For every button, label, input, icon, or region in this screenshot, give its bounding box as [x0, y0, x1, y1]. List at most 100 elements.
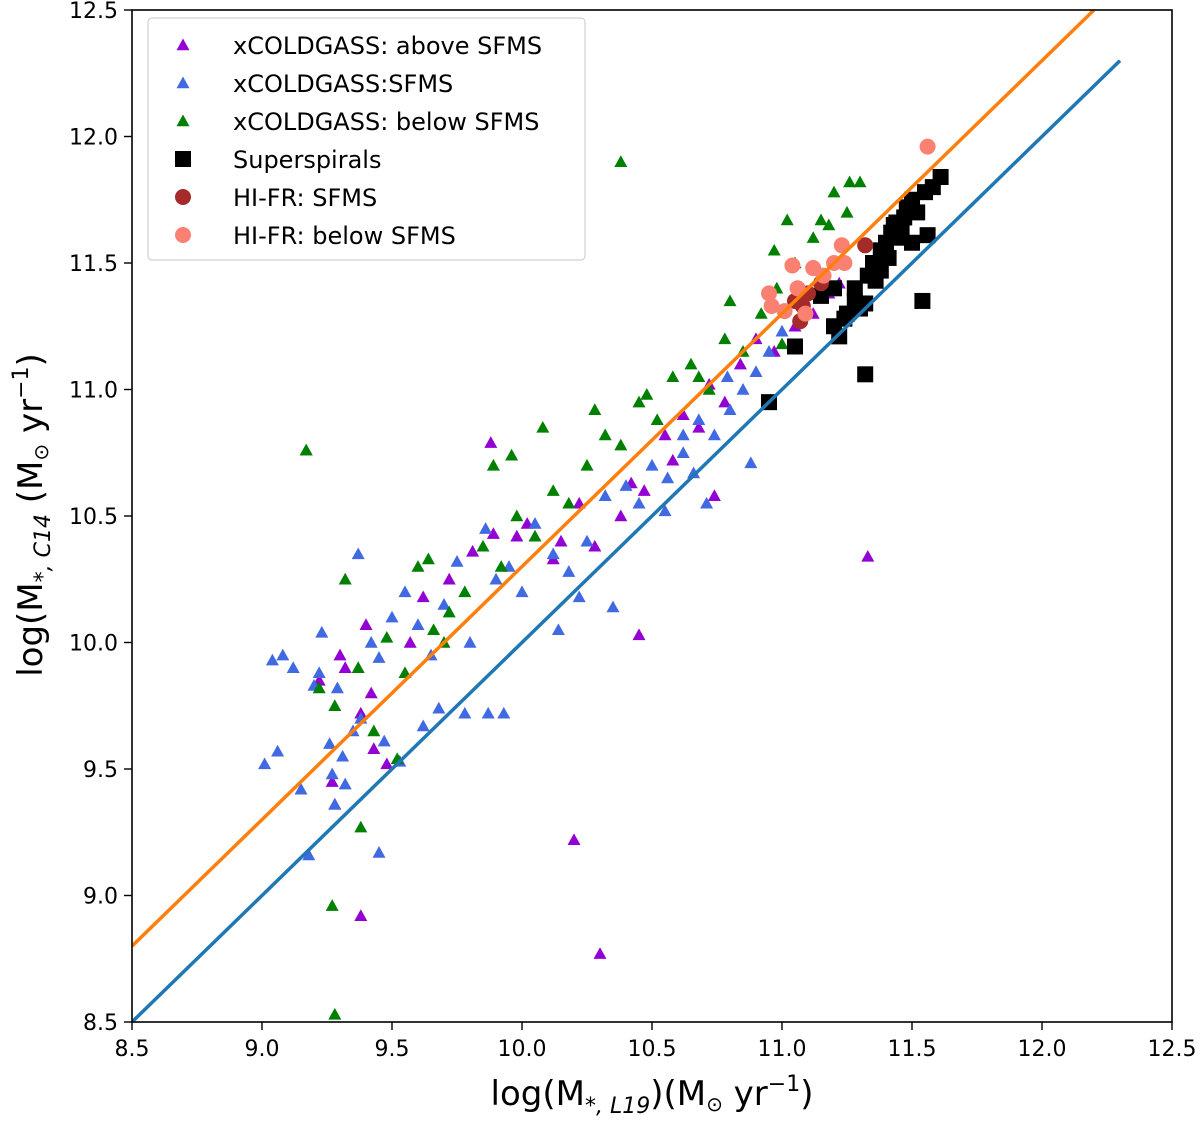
- data-point: [572, 590, 586, 603]
- legend-marker: [175, 151, 191, 167]
- legend-item: xCOLDGASS: below SFMS: [176, 108, 540, 136]
- data-point: [761, 285, 777, 302]
- data-point: [614, 155, 628, 167]
- legend-marker: [176, 38, 190, 51]
- data-point: [328, 1007, 342, 1020]
- data-point: [919, 138, 936, 155]
- data-point: [302, 848, 316, 861]
- data-point: [872, 262, 889, 279]
- data-point: [762, 345, 776, 357]
- data-point: [893, 224, 910, 241]
- data-point: [666, 370, 680, 383]
- data-point: [806, 231, 820, 243]
- data-point: [494, 560, 508, 572]
- data-point: [861, 549, 875, 562]
- data-point: [720, 370, 734, 383]
- legend-item: Superspirals: [175, 146, 381, 174]
- data-point: [846, 280, 863, 297]
- data-point: [377, 734, 391, 747]
- data-point: [723, 403, 737, 415]
- data-point: [598, 489, 612, 501]
- data-point: [650, 413, 664, 426]
- legend-item: xCOLDGASS:SFMS: [176, 70, 453, 98]
- fit-line: [132, 59, 1122, 1022]
- data-point: [588, 403, 602, 415]
- y-tick-label: 11.0: [69, 379, 118, 404]
- data-point: [411, 560, 425, 572]
- data-point: [364, 686, 378, 699]
- legend-item: xCOLDGASS: above SFMS: [176, 32, 542, 60]
- data-point: [843, 175, 857, 188]
- data-point: [497, 706, 511, 719]
- data-point: [458, 706, 472, 719]
- data-point: [271, 744, 285, 757]
- y-axis-label: log(M*, C14 (M⊙ yr−1): [9, 353, 56, 677]
- data-point: [354, 820, 368, 833]
- data-point: [312, 666, 326, 679]
- data-point: [528, 529, 542, 542]
- data-point: [546, 547, 560, 560]
- data-point: [505, 448, 519, 461]
- x-tick-label: 12.0: [1018, 1037, 1067, 1062]
- data-point: [826, 280, 842, 297]
- data-point: [853, 175, 867, 188]
- data-point: [385, 610, 399, 623]
- fit-line: [132, 10, 1096, 948]
- data-point: [718, 395, 732, 408]
- data-point: [658, 504, 672, 517]
- data-point: [336, 749, 350, 762]
- data-point: [416, 719, 430, 732]
- data-point: [767, 243, 781, 256]
- x-tick-label: 9.0: [245, 1037, 280, 1062]
- data-point: [276, 648, 290, 661]
- data-point: [632, 395, 646, 408]
- legend-label: xCOLDGASS: above SFMS: [233, 32, 542, 60]
- data-point: [351, 661, 365, 673]
- y-tick-label: 11.5: [69, 252, 118, 277]
- data-point: [258, 757, 272, 770]
- x-tick-label: 12.5: [1148, 1037, 1197, 1062]
- data-point: [551, 623, 565, 636]
- data-point: [593, 947, 607, 959]
- data-point: [463, 636, 477, 648]
- x-tick-label: 11.5: [888, 1037, 937, 1062]
- data-point: [442, 605, 456, 618]
- data-point: [510, 529, 524, 542]
- tick-layer: 8.5 9.0 9.5 10.0 10.5 11.0 11.5 12.0 12.5 8.5 9.0 9…: [69, 0, 1196, 1062]
- data-point: [442, 572, 456, 585]
- legend-item: HI-FR: below SFMS: [175, 222, 456, 250]
- data-point: [299, 443, 313, 456]
- data-point: [919, 227, 936, 244]
- legend-label: HI-FR: below SFMS: [233, 222, 456, 250]
- legend-marker: [176, 114, 190, 127]
- x-tick-label: 10.5: [628, 1037, 677, 1062]
- data-point: [606, 600, 620, 613]
- data-point: [614, 438, 628, 451]
- data-point: [562, 496, 576, 509]
- data-point: [546, 484, 560, 496]
- data-point: [338, 661, 352, 673]
- data-point: [325, 775, 339, 787]
- data-point: [479, 522, 493, 534]
- data-point: [398, 585, 412, 598]
- data-point: [598, 428, 612, 441]
- data-point: [784, 257, 801, 274]
- data-point: [857, 295, 874, 312]
- data-point: [676, 428, 690, 441]
- legend-marker: [176, 76, 190, 89]
- data-point: [372, 651, 386, 663]
- data-point: [515, 585, 529, 598]
- x-tick-label: 10.0: [498, 1037, 547, 1062]
- data-point: [325, 767, 339, 780]
- data-point: [411, 618, 425, 630]
- data-point: [432, 701, 446, 714]
- data-point: [754, 307, 768, 319]
- data-point: [286, 661, 300, 673]
- data-point: [775, 337, 789, 350]
- data-point: [333, 648, 347, 661]
- data-point: [749, 365, 763, 377]
- data-point: [351, 547, 365, 560]
- legend: xCOLDGASS: above SFMS xCOLDGASS:SFMS xCOLD…: [147, 17, 586, 261]
- data-point: [338, 572, 352, 585]
- data-point: [904, 191, 920, 208]
